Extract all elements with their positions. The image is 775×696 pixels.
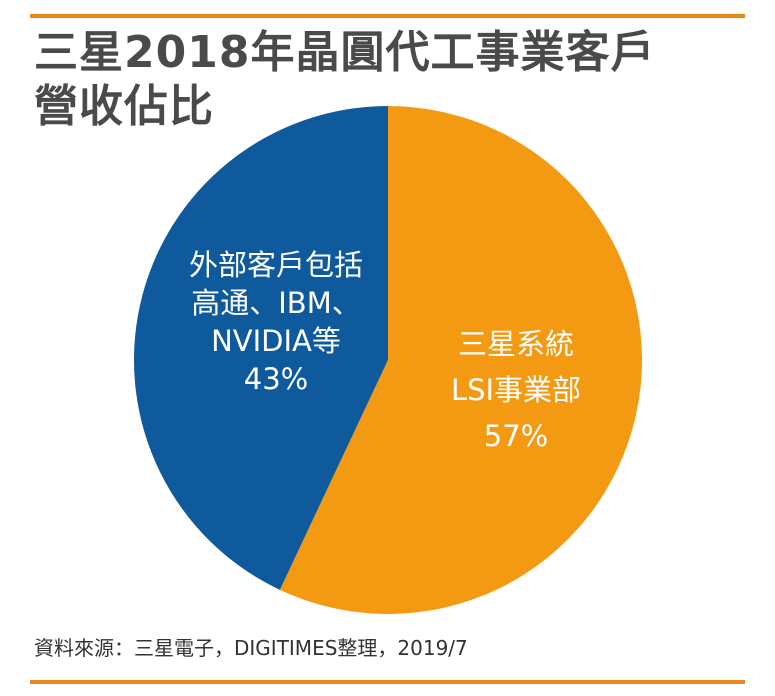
slice-label-1-line-3: 43% (244, 362, 308, 396)
slice-label-1-line-1: 高通、IBM、 (191, 286, 360, 320)
pie-labels: 三星系統 LSI事業部 57% 外部客戶包括高通、IBM、 NVIDIA等 43% (189, 248, 581, 453)
top-rule (30, 14, 745, 18)
slice-label-0-line-1: LSI事業部 (451, 373, 581, 407)
slice-label-0: 三星系統 LSI事業部 57% (451, 327, 581, 453)
chart-title: 三星2018年晶圓代工事業客戶 營收佔比 (34, 26, 655, 134)
slice-label-0-line-0: 三星系統 (458, 327, 574, 361)
chart-title-line-2: 營收佔比 (34, 81, 214, 132)
chart-title-line-1: 三星2018年晶圓代工事業客戶 (34, 27, 656, 78)
slice-label-1-line-2: NVIDIA等 (211, 324, 341, 358)
slice-label-1: 外部客戶包括高通、IBM、 NVIDIA等 43% (189, 248, 363, 396)
pie-slices (133, 106, 642, 614)
pie-slice-1 (133, 106, 388, 590)
source-note: 資料來源：三星電子，DIGITIMES整理，2019/7 (34, 636, 468, 660)
slice-label-1-line-0: 外部客戶包括 (189, 248, 363, 282)
bottom-rule (30, 680, 745, 684)
pie-slice-0 (279, 106, 642, 614)
slice-label-0-line-2: 57% (484, 419, 548, 453)
